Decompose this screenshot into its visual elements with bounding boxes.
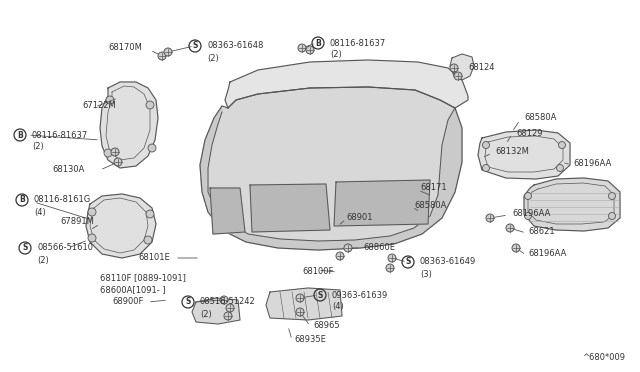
Circle shape	[226, 304, 234, 312]
Text: 67891M: 67891M	[60, 218, 94, 227]
Text: (2): (2)	[200, 310, 212, 318]
Circle shape	[88, 208, 96, 216]
Circle shape	[158, 52, 166, 60]
Text: S: S	[22, 244, 28, 253]
Text: 08116-8161G: 08116-8161G	[34, 196, 92, 205]
Circle shape	[486, 214, 494, 222]
Circle shape	[146, 210, 154, 218]
Circle shape	[224, 312, 232, 320]
Text: 68132M: 68132M	[495, 148, 529, 157]
Circle shape	[144, 236, 152, 244]
Text: 68860E: 68860E	[363, 244, 395, 253]
Text: 68170M: 68170M	[108, 44, 142, 52]
Text: (3): (3)	[420, 269, 432, 279]
Circle shape	[106, 96, 114, 104]
Polygon shape	[200, 106, 462, 250]
Text: 68130A: 68130A	[52, 166, 84, 174]
Polygon shape	[210, 188, 245, 234]
Text: 68196AA: 68196AA	[512, 209, 550, 218]
Text: 68100F: 68100F	[302, 267, 333, 276]
Polygon shape	[266, 288, 342, 320]
Polygon shape	[478, 130, 570, 179]
Circle shape	[454, 72, 462, 80]
Polygon shape	[250, 184, 330, 232]
Text: 68580A: 68580A	[414, 201, 446, 209]
Text: 08116-81637: 08116-81637	[32, 131, 88, 140]
Polygon shape	[334, 180, 430, 226]
Text: B: B	[19, 196, 25, 205]
Text: S: S	[186, 298, 191, 307]
Text: 68621: 68621	[528, 228, 555, 237]
Text: 08516-51242: 08516-51242	[200, 298, 256, 307]
Text: S: S	[405, 257, 411, 266]
Polygon shape	[450, 54, 474, 80]
Text: 68110F [0889-1091]: 68110F [0889-1091]	[100, 273, 186, 282]
Text: B: B	[17, 131, 23, 140]
Text: 68196AA: 68196AA	[528, 250, 566, 259]
Text: 08363-61649: 08363-61649	[420, 257, 476, 266]
Text: 68124: 68124	[468, 64, 495, 73]
Circle shape	[104, 149, 112, 157]
Text: 68965: 68965	[313, 321, 340, 330]
Circle shape	[388, 254, 396, 262]
Text: (2): (2)	[32, 142, 44, 151]
Text: 68196AA: 68196AA	[573, 158, 611, 167]
Circle shape	[506, 224, 514, 232]
Circle shape	[114, 158, 122, 166]
Polygon shape	[100, 82, 158, 168]
Circle shape	[609, 212, 616, 219]
Circle shape	[483, 164, 490, 171]
Circle shape	[450, 64, 458, 72]
Text: (4): (4)	[332, 302, 344, 311]
Polygon shape	[192, 298, 240, 324]
Circle shape	[386, 264, 394, 272]
Text: 68600A[1091- ]: 68600A[1091- ]	[100, 285, 166, 295]
Circle shape	[609, 192, 616, 199]
Circle shape	[88, 234, 96, 242]
Text: S: S	[192, 42, 198, 51]
Circle shape	[306, 46, 314, 54]
Text: (4): (4)	[34, 208, 45, 217]
Circle shape	[296, 294, 304, 302]
Circle shape	[512, 244, 520, 252]
Polygon shape	[200, 87, 462, 250]
Circle shape	[483, 141, 490, 148]
Text: 68901: 68901	[346, 212, 372, 221]
Polygon shape	[524, 178, 620, 231]
Circle shape	[146, 101, 154, 109]
Circle shape	[148, 144, 156, 152]
Polygon shape	[225, 60, 468, 108]
Text: 68935E: 68935E	[294, 336, 326, 344]
Circle shape	[298, 44, 306, 52]
Text: 68580A: 68580A	[524, 113, 556, 122]
Text: (2): (2)	[37, 256, 49, 264]
Text: 68900F: 68900F	[112, 298, 143, 307]
Circle shape	[525, 192, 531, 199]
Circle shape	[559, 141, 566, 148]
Text: 68129: 68129	[516, 128, 543, 138]
Text: 08116-81637: 08116-81637	[330, 38, 387, 48]
Text: (2): (2)	[207, 54, 219, 62]
Text: 68101E: 68101E	[138, 253, 170, 263]
Circle shape	[336, 252, 344, 260]
Text: 68171: 68171	[420, 183, 447, 192]
Text: 09363-61639: 09363-61639	[332, 291, 388, 299]
Circle shape	[220, 296, 228, 304]
Text: 08363-61648: 08363-61648	[207, 42, 264, 51]
Text: (2): (2)	[330, 51, 342, 60]
Circle shape	[557, 164, 563, 171]
Text: 08566-51610: 08566-51610	[37, 244, 93, 253]
Text: ^680*009: ^680*009	[582, 353, 625, 362]
Polygon shape	[86, 194, 156, 258]
Text: S: S	[317, 291, 323, 299]
Text: 67122M: 67122M	[82, 100, 116, 109]
Circle shape	[164, 48, 172, 56]
Circle shape	[111, 148, 119, 156]
Circle shape	[525, 212, 531, 219]
Text: B: B	[315, 38, 321, 48]
Circle shape	[296, 308, 304, 316]
Circle shape	[344, 244, 352, 252]
